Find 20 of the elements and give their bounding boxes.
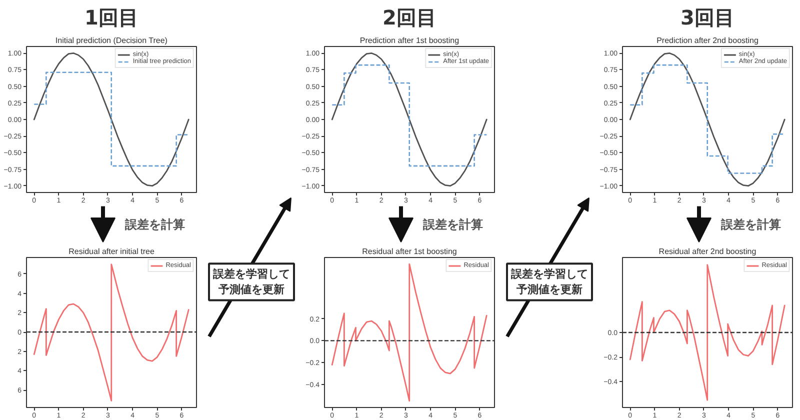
chart-subtitle: Initial prediction (Decision Tree) <box>55 36 168 45</box>
text: 誤差を計算 <box>124 218 186 232</box>
line-series <box>331 263 488 402</box>
text: 誤差を学習して予測値を更新 <box>212 268 290 296</box>
chart-title: 3回目 <box>680 6 734 30</box>
chart-subtitle: Prediction after 1st boosting <box>360 36 460 45</box>
line-series <box>629 264 786 401</box>
line-series <box>33 264 190 402</box>
line-series <box>33 52 190 187</box>
chart-title: Residual after initial tree <box>68 247 155 256</box>
chart-title: 1回目 <box>84 6 138 30</box>
text: 誤差を学習して予測値を更新 <box>510 268 588 296</box>
chart-title: Residual after 2nd boosting <box>658 247 756 256</box>
chart-title: 2回目 <box>382 6 436 30</box>
line-series <box>629 52 786 187</box>
chart-subtitle: Prediction after 2nd boosting <box>656 36 758 45</box>
chart-title: Residual after 1st boosting <box>362 247 457 256</box>
line-series <box>331 52 488 187</box>
text: 誤差を計算 <box>422 218 484 232</box>
text: 誤差を計算 <box>720 218 782 232</box>
